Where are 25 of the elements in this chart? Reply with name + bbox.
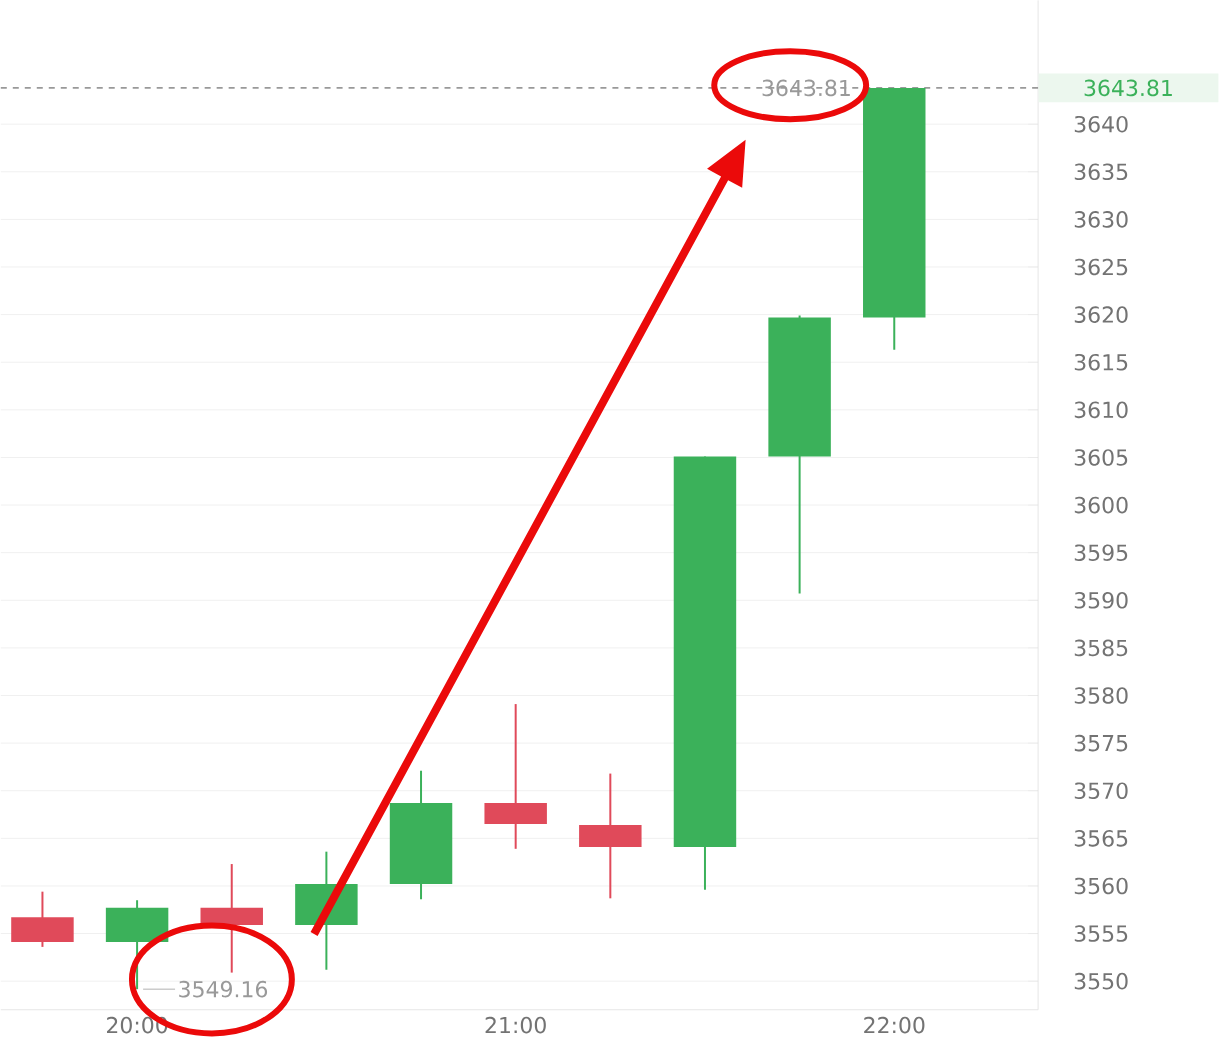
y-tick-label: 3575 <box>1074 734 1128 752</box>
y-tick-label: 3590 <box>1074 592 1128 609</box>
x-tick-label: 21:00 <box>485 1016 546 1034</box>
y-tick-label: 3630 <box>1074 211 1128 228</box>
annotation: 3549.16 <box>179 981 268 998</box>
y-tick-label: 3570 <box>1074 782 1128 800</box>
y-tick-label: 3635 <box>1074 163 1128 181</box>
candlestick <box>484 703 547 850</box>
y-tick-label: 3595 <box>1074 544 1128 562</box>
ref-line-label: 3643.81 <box>1084 79 1172 97</box>
y-tick-label: 3555 <box>1074 925 1128 943</box>
y-tick-label: 3620 <box>1074 306 1128 324</box>
y-tick-label: 3605 <box>1074 449 1128 466</box>
y-tick-label: 3585 <box>1074 639 1128 657</box>
annotation: 3643.81 <box>762 79 850 97</box>
y-tick-label: 3615 <box>1074 354 1128 371</box>
x-tick-label: 22:00 <box>864 1016 925 1034</box>
y-tick-label: 3565 <box>1074 830 1128 847</box>
y-tick-label: 3560 <box>1074 877 1128 895</box>
y-tick-label: 3625 <box>1074 258 1128 276</box>
y-tick-label: 3640 <box>1074 116 1128 133</box>
y-tick-label: 3600 <box>1074 496 1128 514</box>
y-tick-label: 3610 <box>1074 401 1128 419</box>
y-tick-label: 3580 <box>1074 687 1128 704</box>
y-tick-label: 3550 <box>1074 973 1128 990</box>
